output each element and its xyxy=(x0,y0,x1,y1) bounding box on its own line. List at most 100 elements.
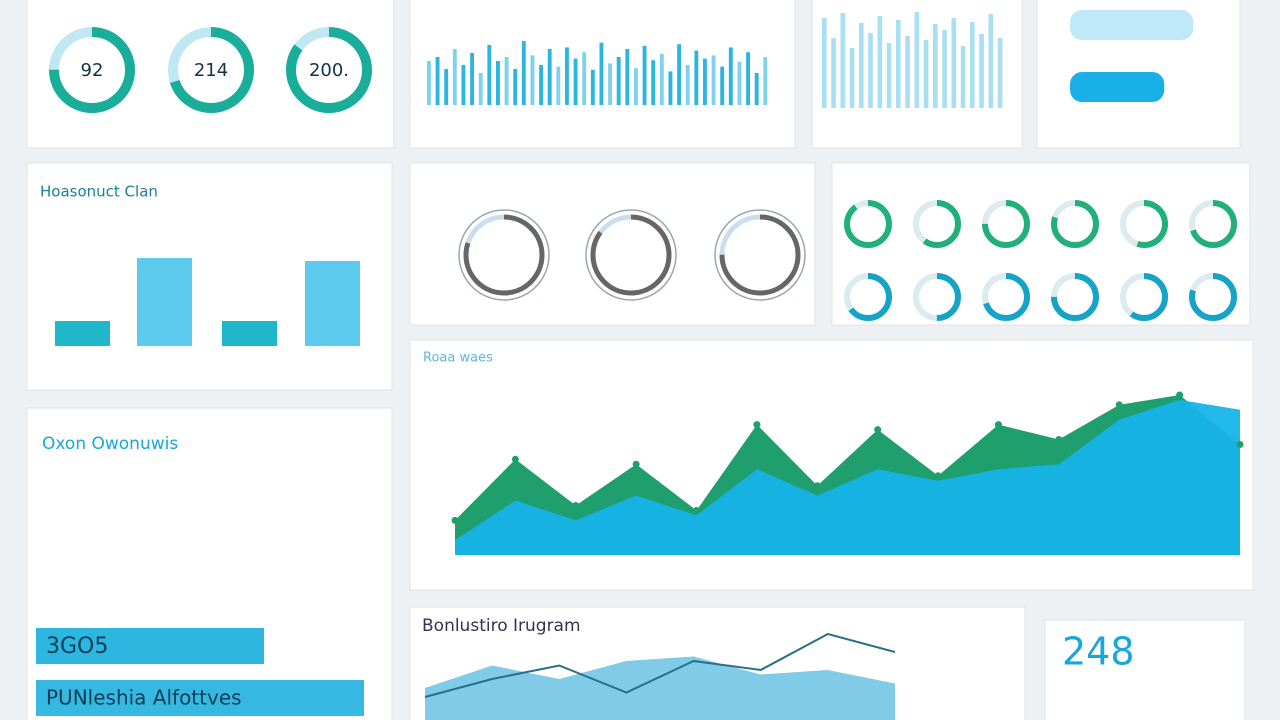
gauge-arc xyxy=(590,214,672,296)
bar xyxy=(711,55,716,105)
bar xyxy=(905,36,910,108)
point xyxy=(1176,391,1184,399)
gauge-arc xyxy=(168,27,254,113)
bar xyxy=(530,55,535,105)
bar xyxy=(305,261,360,346)
ring-outline xyxy=(585,209,677,301)
bar xyxy=(737,61,742,105)
gauge-arc xyxy=(463,214,545,296)
bar xyxy=(539,65,544,105)
banner xyxy=(36,680,364,716)
bar xyxy=(625,49,630,105)
point xyxy=(934,472,942,480)
point xyxy=(753,421,761,429)
bar xyxy=(685,65,690,105)
bar xyxy=(487,45,492,105)
bar xyxy=(997,38,1003,108)
bar xyxy=(222,321,277,346)
bar xyxy=(444,69,449,105)
gauge-label: 200. xyxy=(309,60,349,81)
ring-outline xyxy=(458,209,550,301)
bar xyxy=(137,258,192,346)
panel-title: Oxon Owonuwis xyxy=(42,434,178,454)
bar xyxy=(427,61,431,105)
gauge-arc xyxy=(286,27,372,113)
bar xyxy=(822,18,827,108)
panel xyxy=(26,407,393,720)
gauge-arc xyxy=(1189,200,1237,248)
banner-text: 3GO5 xyxy=(46,634,108,659)
bar xyxy=(496,61,500,105)
gauge-arc xyxy=(1051,273,1099,321)
bar xyxy=(923,40,929,108)
bar xyxy=(988,14,994,108)
bar xyxy=(504,57,509,105)
point xyxy=(511,455,519,463)
bar xyxy=(840,13,846,108)
line xyxy=(424,632,896,698)
bar xyxy=(565,47,569,105)
gauge-label: 214 xyxy=(194,60,228,81)
bar xyxy=(556,66,561,105)
bar xyxy=(461,65,466,105)
bar xyxy=(616,57,621,105)
panel xyxy=(1044,619,1246,720)
point xyxy=(813,482,821,490)
bar xyxy=(521,41,526,105)
bar xyxy=(942,30,947,108)
panel-title: Hoasonuct Clan xyxy=(40,183,158,201)
point xyxy=(874,426,882,434)
gauge-arc xyxy=(913,200,961,248)
gauge-arc xyxy=(982,200,1030,248)
gauge-arc xyxy=(1120,273,1168,321)
ring-outline xyxy=(714,209,806,301)
bar xyxy=(886,43,892,108)
panel xyxy=(409,162,816,326)
bar xyxy=(763,57,768,105)
panel xyxy=(26,0,395,149)
bar xyxy=(868,33,873,108)
bar xyxy=(877,16,883,108)
bar xyxy=(642,45,647,105)
point xyxy=(1115,401,1123,409)
bar xyxy=(694,50,699,105)
bar xyxy=(703,58,707,105)
bar xyxy=(960,46,966,108)
panel-title: Roaa waes xyxy=(423,351,493,366)
bar xyxy=(849,48,855,108)
point xyxy=(451,516,459,524)
bar xyxy=(720,66,725,105)
bar xyxy=(659,53,664,105)
gauge-arc xyxy=(844,273,892,321)
point xyxy=(693,506,701,514)
kpi-value: 248 xyxy=(1062,630,1135,674)
bar xyxy=(951,18,957,108)
gauge-label: 92 xyxy=(81,60,104,81)
bar xyxy=(547,49,552,105)
bar xyxy=(896,20,901,108)
bar xyxy=(831,38,836,108)
point xyxy=(1236,440,1244,448)
bar xyxy=(470,53,475,105)
area xyxy=(455,399,1240,555)
bar xyxy=(859,23,864,108)
gauge-arc xyxy=(1120,200,1168,248)
point xyxy=(632,460,640,468)
point xyxy=(994,421,1002,429)
gauge-arc xyxy=(1189,273,1237,321)
gauge-arc xyxy=(982,273,1030,321)
bar xyxy=(435,57,440,105)
banner-text: PUNleshia Alfottves xyxy=(46,686,242,710)
bar xyxy=(608,63,613,105)
bar xyxy=(728,47,733,105)
bar xyxy=(590,69,595,105)
bar xyxy=(573,58,578,105)
gauge-arc xyxy=(844,200,892,248)
point xyxy=(572,502,580,509)
bar xyxy=(55,321,110,346)
bar xyxy=(599,42,604,105)
bar xyxy=(668,71,673,105)
bar xyxy=(582,52,587,105)
bar xyxy=(478,73,483,105)
